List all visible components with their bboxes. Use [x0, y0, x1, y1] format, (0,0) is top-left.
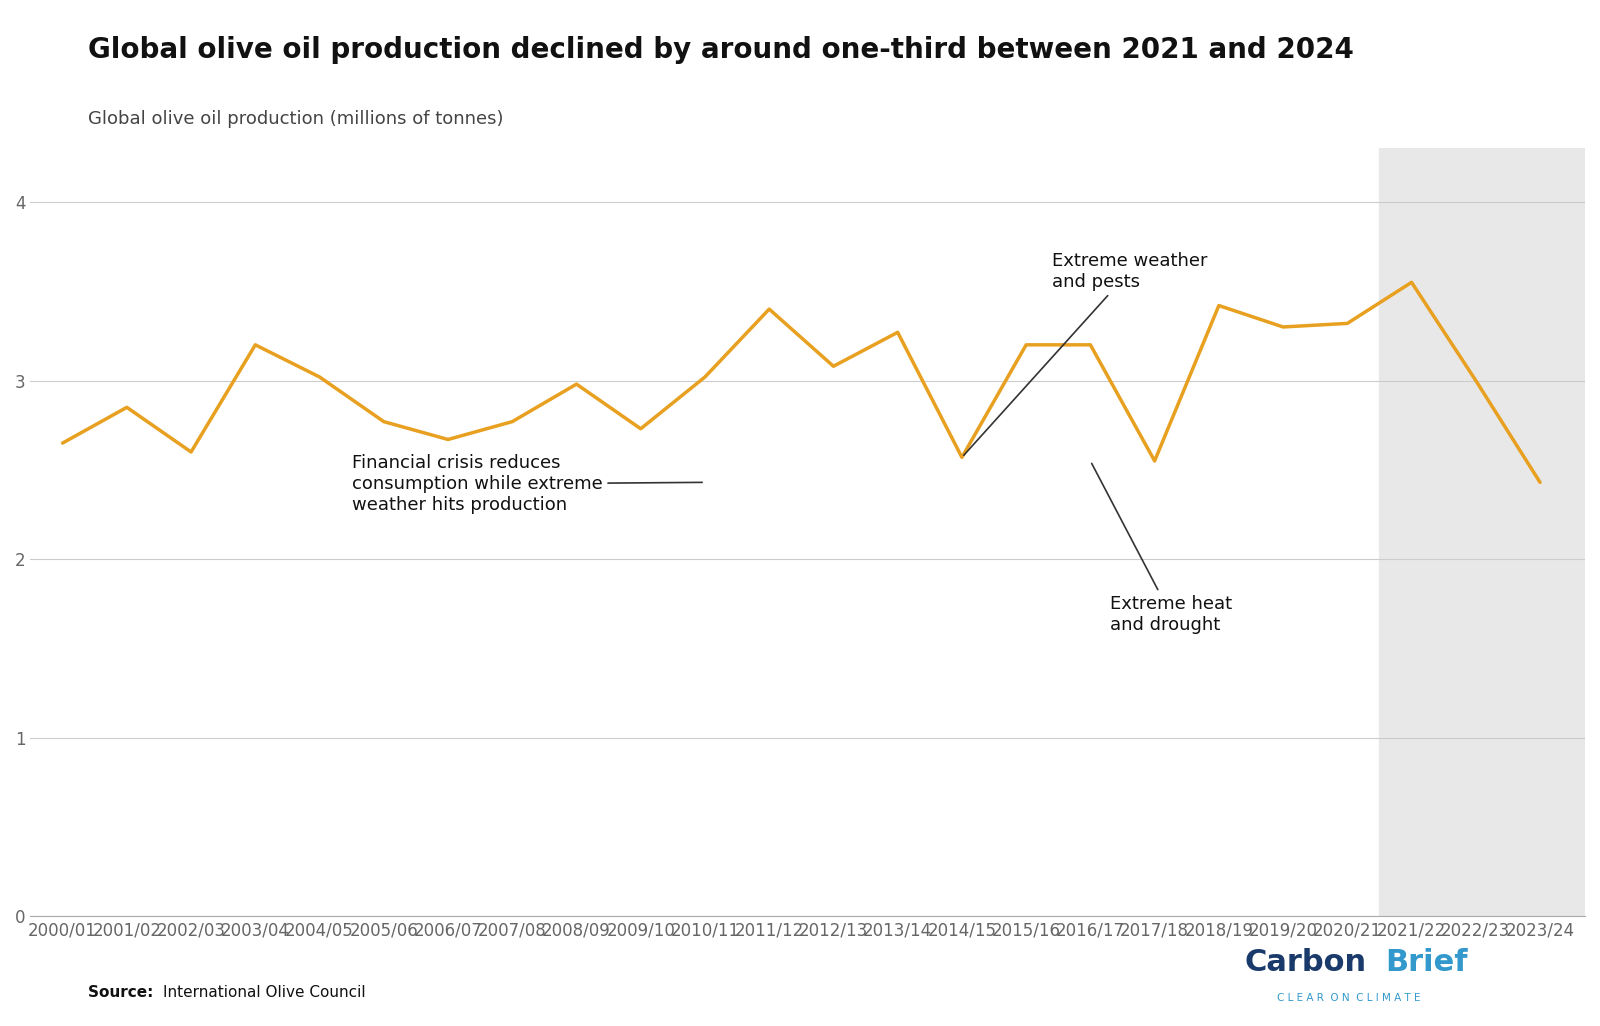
- Text: Extreme weather
and pests: Extreme weather and pests: [963, 252, 1208, 456]
- Text: International Olive Council: International Olive Council: [163, 985, 366, 1000]
- Text: Extreme heat
and drought: Extreme heat and drought: [1091, 464, 1232, 634]
- Text: Financial crisis reduces
consumption while extreme
weather hits production: Financial crisis reduces consumption whi…: [352, 455, 702, 514]
- Bar: [1379, 149, 1586, 916]
- Text: Global olive oil production (millions of tonnes): Global olive oil production (millions of…: [88, 110, 504, 128]
- Text: Global olive oil production declined by around one-third between 2021 and 2024: Global olive oil production declined by …: [88, 36, 1354, 64]
- Text: Source:: Source:: [88, 985, 158, 1000]
- Text: Brief: Brief: [1386, 948, 1469, 977]
- Text: Carbon: Carbon: [1245, 948, 1366, 977]
- Text: C L E A R  O N  C L I M A T E: C L E A R O N C L I M A T E: [1277, 993, 1421, 1003]
